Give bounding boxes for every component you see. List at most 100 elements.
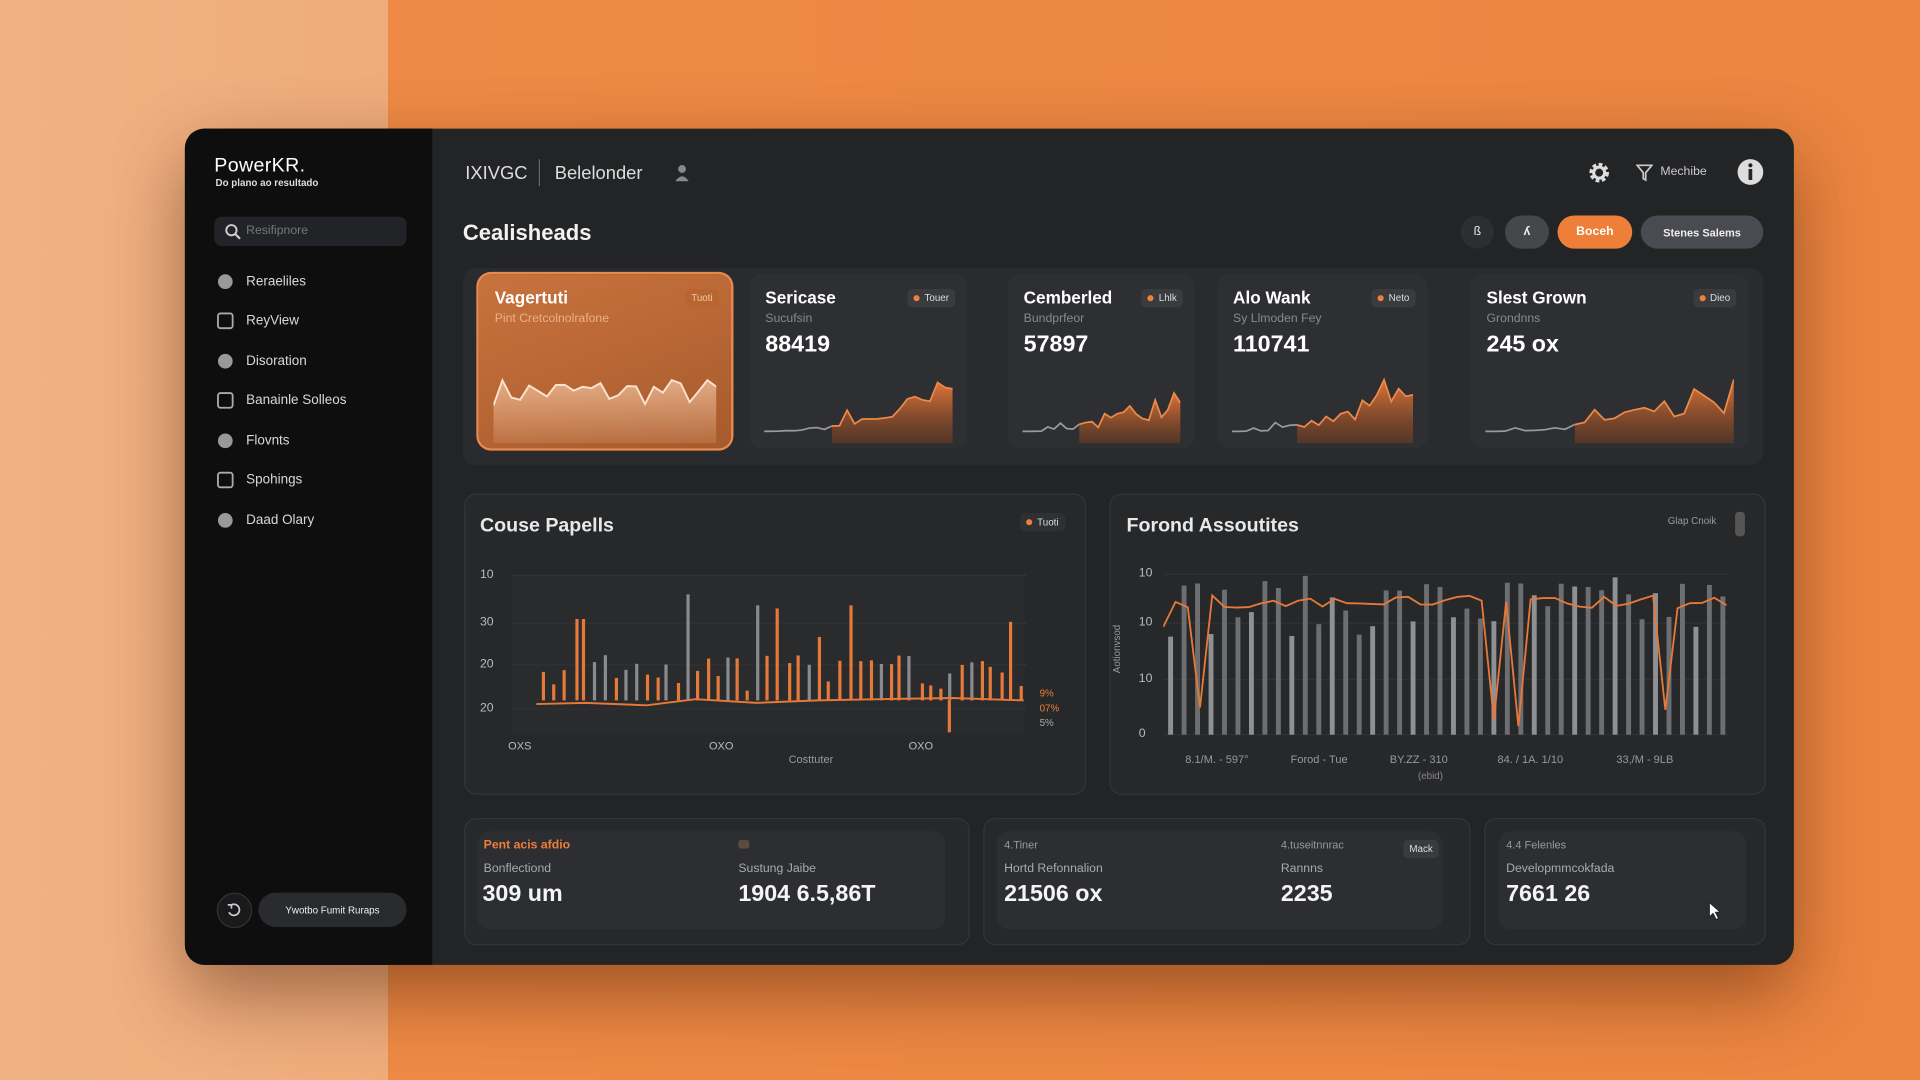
icon-shape (217, 392, 234, 409)
bar (897, 655, 901, 701)
summary-card (477, 831, 946, 930)
bar (1706, 584, 1712, 735)
bar (1181, 585, 1187, 735)
nav-item[interactable]: Flovnts (246, 433, 290, 449)
x-tick-label: BY.ZZ - 310 (1389, 753, 1448, 766)
bar (889, 664, 894, 701)
bar-line-chart (1163, 573, 1729, 736)
bar (1437, 586, 1443, 735)
action-button[interactable]: ß (1460, 215, 1494, 249)
bar (1329, 597, 1335, 735)
summary-heading: Pent acis afdio (483, 838, 571, 853)
kpi-title: Cemberled (1023, 287, 1113, 308)
user-icon (675, 165, 689, 182)
kpi-subtitle: Sy Llmoden Fey (1233, 312, 1322, 326)
refresh-button[interactable] (216, 892, 253, 929)
bar (765, 655, 769, 701)
bar (1653, 593, 1658, 735)
icon-shape (217, 312, 234, 330)
summary-label: Developmmcokfada (1506, 862, 1615, 876)
kpi-title: Alo Wank (1233, 287, 1311, 308)
kpi-badge: Touer (907, 288, 956, 308)
y-tick-label: 20 (480, 701, 494, 716)
action-button[interactable]: ʎ (1504, 215, 1549, 249)
bar (1316, 624, 1322, 735)
y-tick-label: 20 (480, 657, 494, 672)
sparkline-line (1022, 422, 1080, 433)
settings-icon[interactable] (1587, 160, 1611, 184)
bar (1019, 685, 1023, 701)
line (1163, 593, 1728, 727)
kpi-value: 88419 (765, 331, 831, 358)
summary-subheading: 4.tuseitnnrac (1280, 838, 1344, 852)
x-tick-label: OXS (508, 739, 532, 752)
legend: Tuoti (1037, 516, 1059, 528)
sparkline-line (764, 425, 833, 433)
icon-shape (217, 471, 234, 489)
bar (656, 677, 660, 701)
bar (676, 683, 681, 701)
nav-item[interactable]: Banainle Solleos (246, 393, 347, 408)
action-button[interactable]: Boceh (1557, 215, 1633, 249)
bar (1612, 577, 1618, 735)
search-box[interactable] (214, 216, 407, 247)
side-label: 5% (1039, 717, 1054, 729)
y-tick-label: 10 (480, 568, 494, 582)
bar (1000, 672, 1004, 701)
breadcrumb[interactable]: IXIVGC (465, 162, 528, 184)
bar (970, 662, 974, 701)
bar (1477, 618, 1483, 735)
y-tick-label: 0 (1138, 727, 1146, 741)
footer-button[interactable]: Ywotbo Fumit Ruraps (258, 892, 407, 927)
summary-value: 21506 ox (1004, 881, 1103, 908)
bar (1289, 636, 1295, 735)
logo: PowerKR. (214, 155, 306, 177)
badge-text: Touer (924, 292, 949, 304)
breadcrumb[interactable]: Belelonder (554, 162, 643, 184)
bar (552, 684, 556, 701)
nav-item[interactable]: ReyView (246, 313, 300, 329)
bar (735, 658, 739, 701)
refresh-icon (227, 903, 241, 917)
bar (1720, 596, 1726, 735)
user-menu[interactable]: Mechibe (1660, 165, 1707, 179)
bar (541, 671, 546, 701)
sparkline (1022, 391, 1181, 444)
bar (1235, 617, 1241, 735)
bar (1572, 586, 1578, 735)
bar (696, 670, 700, 701)
bar (939, 688, 943, 701)
bar (948, 673, 952, 701)
bar (726, 657, 730, 701)
sparkline-line (831, 381, 953, 427)
bar (1275, 588, 1281, 735)
bar (645, 674, 650, 701)
bar (817, 636, 822, 701)
bar (1343, 610, 1349, 735)
bar (603, 655, 607, 701)
sparkline-area (1574, 379, 1734, 444)
nav-item[interactable]: Daad Olary (246, 513, 315, 528)
nav-item[interactable]: Disoration (246, 353, 307, 369)
action-button[interactable]: Stenes Salems (1640, 215, 1764, 249)
nav-icon (217, 312, 234, 330)
sparkline-area (1079, 393, 1181, 444)
nav-icon (217, 274, 233, 289)
summary-label: Hortd Refonnalion (1004, 862, 1103, 876)
info-icon[interactable] (1736, 158, 1764, 186)
y-axis-label: Aotionvsod (1111, 624, 1123, 674)
bar (562, 670, 566, 701)
bar (960, 664, 964, 701)
bar (1168, 636, 1174, 735)
kpi-title: Sericase (765, 287, 836, 308)
nav-item[interactable]: Reraeliles (246, 274, 307, 289)
summary-card (1498, 831, 1747, 930)
bar (1558, 583, 1564, 735)
nav-item[interactable]: Spohings (246, 472, 303, 488)
badge-text: Tuoti (691, 292, 713, 304)
bar (1410, 621, 1416, 735)
icon-shape (217, 433, 233, 449)
x-axis-label: Costtuter (788, 753, 834, 766)
bar (1504, 582, 1510, 735)
bar (879, 663, 883, 701)
